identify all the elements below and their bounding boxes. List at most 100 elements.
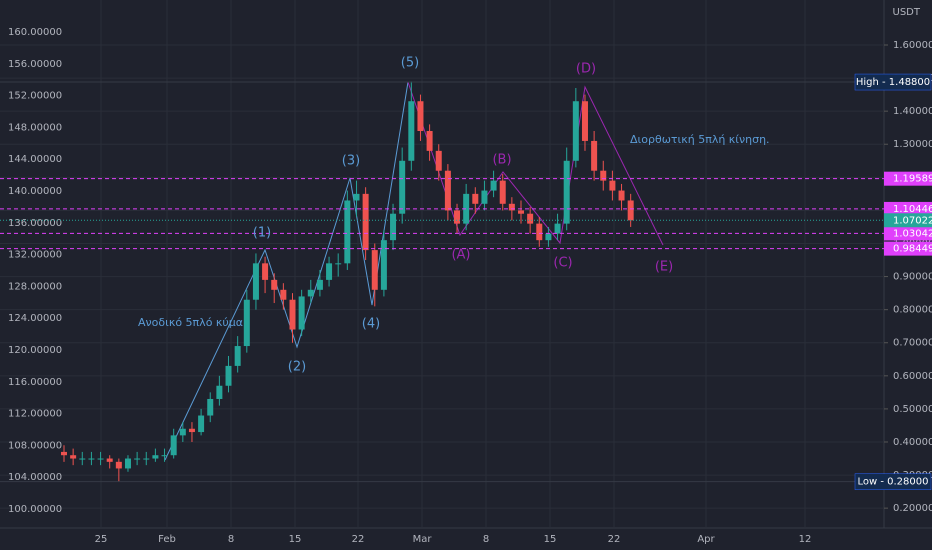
wave-label: (1) (253, 226, 271, 241)
left-y-tick-label: 128.00000 (8, 281, 62, 292)
candle-body (536, 223, 543, 241)
candle-body (435, 150, 442, 171)
level-label: 1.19589 (893, 174, 932, 185)
wave-label: (E) (655, 260, 673, 275)
x-tick-label: 25 (95, 534, 108, 545)
candle-body (527, 213, 534, 224)
corrective-wave (407, 81, 664, 246)
candle-body (353, 193, 360, 201)
wave-label: (3) (342, 154, 360, 169)
candle-body (335, 263, 342, 265)
y-tick-label: 0.70000 (893, 338, 932, 349)
low-label-bg (854, 473, 932, 490)
left-y-tick-label: 104.00000 (8, 472, 62, 483)
candle-body (600, 170, 607, 181)
candle-body (88, 458, 95, 460)
left-y-tick-label: 120.00000 (8, 345, 62, 356)
wave-label: (C) (553, 256, 572, 271)
candle-body (627, 200, 634, 221)
candle-body (399, 160, 406, 214)
candle-body (298, 296, 305, 330)
candle-body (499, 180, 506, 204)
y-tick-label: 1.60000 (893, 40, 932, 51)
x-tick-label: 8 (228, 534, 234, 545)
left-y-tick-label: 136.00000 (8, 218, 62, 229)
candle-body (426, 131, 433, 151)
candle-body (380, 240, 387, 290)
y-tick-label: 1.40000 (893, 106, 932, 117)
y-tick-label: 0.80000 (893, 305, 932, 316)
candle-body (609, 180, 616, 191)
candle-body (481, 190, 488, 204)
candle-body (390, 213, 397, 241)
candle-body (79, 458, 86, 460)
level-label-bg (884, 241, 932, 256)
candle-body (572, 101, 579, 161)
candle-body (207, 398, 214, 416)
wave-label: (D) (576, 62, 596, 77)
left-y-tick-label: 160.00000 (8, 27, 62, 38)
candle-body (61, 451, 67, 456)
last-price-bg (884, 213, 932, 228)
candle-body (234, 346, 241, 366)
x-tick-label: Mar (413, 534, 433, 545)
candle-body (408, 101, 415, 161)
left-y-tick-label: 124.00000 (8, 313, 62, 324)
level-label: 1.10446 (893, 204, 932, 215)
candle-body (618, 190, 625, 201)
wave-label: (4) (362, 317, 380, 332)
candle-body (454, 210, 461, 224)
candle-body (252, 263, 259, 300)
candle-body (362, 193, 369, 251)
left-y-tick-label: 112.00000 (8, 409, 62, 420)
x-tick-label: Feb (158, 534, 176, 545)
candle-body (545, 233, 552, 241)
x-tick-label: 12 (799, 534, 812, 545)
x-tick-label: 22 (608, 534, 621, 545)
candle-body (581, 101, 588, 141)
wave-label: (5) (401, 56, 419, 71)
wave-label: (B) (492, 153, 511, 168)
candle-body (124, 458, 131, 469)
level-label: 1.03042 (893, 228, 932, 239)
y-tick-label: 1.30000 (893, 139, 932, 150)
left-y-tick-label: 116.00000 (8, 377, 62, 388)
high-label-bg (854, 73, 932, 91)
candle-body (591, 140, 598, 171)
wave-label: (2) (288, 360, 306, 375)
candle-body (472, 193, 479, 204)
level-label-bg (884, 226, 932, 241)
level-label: 0.98449 (893, 244, 932, 255)
candle-body (243, 299, 250, 347)
candle-body (444, 170, 451, 211)
candle-body (161, 455, 168, 457)
last-price-label: 1.07022 (893, 215, 932, 226)
candle-body (563, 160, 570, 224)
candle-body (97, 458, 104, 460)
candle-body (170, 435, 177, 456)
unit-label: USDT (893, 7, 921, 18)
candle-body (216, 385, 223, 399)
y-tick-label: 0.50000 (893, 404, 932, 415)
candle-body (179, 428, 186, 436)
low-label: Low - 0.28000 (857, 477, 928, 488)
candle-body (344, 200, 351, 264)
candle-body (326, 263, 333, 280)
candle-body (307, 289, 314, 297)
impulse-wave (164, 81, 409, 461)
candle-body (371, 250, 378, 290)
left-y-tick-label: 144.00000 (8, 154, 62, 165)
candle-body (152, 455, 159, 459)
y-tick-label: 0.40000 (893, 437, 932, 448)
candle-body (198, 415, 205, 433)
candle-body (134, 458, 141, 460)
candle-body (554, 223, 561, 234)
x-tick-label: Apr (697, 534, 715, 545)
candle-body (115, 461, 122, 469)
candle-body (518, 210, 524, 214)
high-label: High - 1.48800 (856, 77, 930, 88)
x-tick-label: 8 (483, 534, 489, 545)
left-y-tick-label: 100.00000 (8, 504, 62, 515)
x-tick-label: 22 (352, 534, 365, 545)
annotation: Ανοδικό 5πλό κύμα (138, 316, 243, 329)
